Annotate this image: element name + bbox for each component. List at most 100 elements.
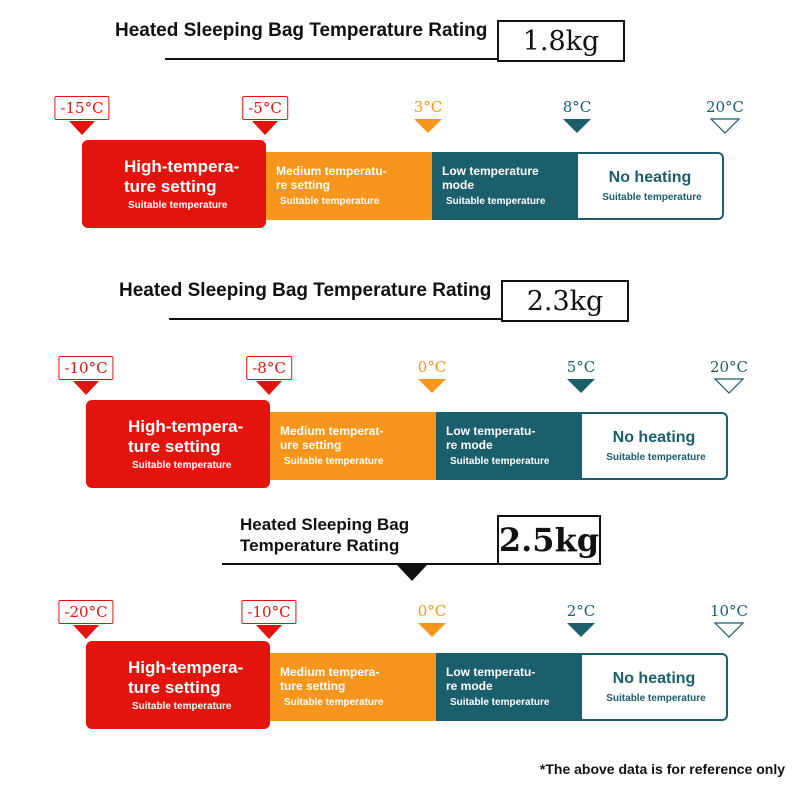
temperature-segment: Medium temperat-ure setting Suitable temp…: [270, 412, 436, 480]
marker-arrow: [563, 119, 591, 133]
section-title: Heated Sleeping Bag: [240, 515, 410, 534]
temperature-marker: -10°C: [58, 356, 114, 380]
temperature-segment: High-tempera-ture setting Suitable temper…: [82, 140, 266, 228]
marker-arrow: [710, 118, 740, 134]
temperature-segment: No heating Suitable temperature: [582, 653, 728, 721]
segment-title-line: ture setting: [280, 678, 346, 693]
temperature-marker: 20°C: [709, 358, 749, 376]
segment-title: High-tempera-ture setting: [124, 157, 239, 196]
temperature-segment: Low temperature mode Suitable temperature: [432, 152, 578, 220]
weight-box: 1.8kg: [497, 20, 625, 62]
segment-title: High-tempera-ture setting: [128, 658, 243, 697]
temperature-marker: 8°C: [562, 98, 592, 116]
temperature-segment: Low temperatu-re mode Suitable temperatur…: [436, 653, 582, 721]
segment-subtitle: Suitable temperature: [606, 451, 706, 463]
segment-title: Low temperature mode: [442, 163, 568, 193]
temperature-segment: No heating Suitable temperature: [582, 412, 728, 480]
section-title: Heated Sleeping Bag Temperature Rating: [119, 280, 492, 301]
segment-title-line: ure setting: [280, 437, 342, 452]
segment-title-line: High-tempera-: [128, 657, 244, 677]
temperature-segment: No heating Suitable temperature: [578, 152, 724, 220]
segment-title-line: No heating: [612, 670, 696, 688]
marker-arrow: [714, 378, 744, 394]
temperature-marker: -15°C: [54, 96, 110, 120]
segment-subtitle: Suitable temperature: [284, 697, 384, 709]
segment-title: High-tempera-ture setting: [128, 417, 243, 456]
segment-title-line: Medium tempera-: [280, 664, 380, 679]
temperature-marker: 0°C: [417, 358, 447, 376]
marker-arrow: [397, 565, 427, 581]
marker-arrow: [567, 623, 595, 637]
segment-subtitle: Suitable temperature: [284, 456, 384, 468]
segment-title: No heating: [609, 169, 692, 187]
segment-title: Low temperatu-re mode: [446, 664, 572, 694]
segment-title-line: mode: [442, 177, 475, 192]
marker-arrow: [418, 623, 446, 637]
temperature-marker: 10°C: [709, 602, 749, 620]
segment-title-line: Low temperature: [442, 163, 539, 178]
temperature-segment: Medium temperatu-re setting Suitable temp…: [266, 152, 432, 220]
marker-arrow: [567, 379, 595, 393]
segment-title-line: re mode: [446, 678, 493, 693]
title-rule: [165, 58, 497, 60]
segment-title-line: re setting: [276, 177, 331, 192]
segment-subtitle: Suitable temperature: [450, 456, 550, 468]
segment-title-line: No heating: [608, 169, 692, 187]
segment-title: No heating: [613, 670, 696, 688]
segment-title-line: High-tempera-: [128, 416, 244, 436]
segment-subtitle: Suitable temperature: [280, 196, 380, 208]
segment-title-line: ture setting: [128, 677, 221, 697]
temperature-marker: -10°C: [241, 600, 297, 624]
segment-subtitle: Suitable temperature: [446, 196, 546, 208]
section-title: Temperature Rating: [240, 536, 400, 555]
segment-subtitle: Suitable temperature: [602, 191, 702, 203]
segment-title: Medium temperatu-re setting: [276, 163, 422, 193]
marker-arrow: [73, 625, 99, 639]
segment-title-line: High-tempera-: [124, 156, 240, 176]
marker-arrow: [414, 119, 442, 133]
temperature-segment: Low temperatu-re mode Suitable temperatur…: [436, 412, 582, 480]
section-title: Heated Sleeping Bag Temperature Rating: [115, 20, 488, 41]
weight-box: 2.3kg: [501, 280, 629, 322]
temperature-marker: 20°C: [705, 98, 745, 116]
temperature-segment: Medium tempera-ture setting Suitable temp…: [270, 653, 436, 721]
segment-title: Medium temperat-ure setting: [280, 423, 426, 453]
marker-arrow: [714, 622, 744, 638]
temperature-marker: 2°C: [566, 602, 596, 620]
segment-title-line: re mode: [446, 437, 493, 452]
segment-subtitle: Suitable temperature: [606, 692, 706, 704]
segment-title-line: Medium temperat-: [280, 423, 384, 438]
temperature-marker: 3°C: [413, 98, 443, 116]
segment-subtitle: Suitable temperature: [450, 697, 550, 709]
marker-arrow: [418, 379, 446, 393]
footnote: *The above data is for reference only: [539, 761, 785, 777]
marker-arrow: [256, 381, 282, 395]
temperature-marker: 5°C: [566, 358, 596, 376]
segment-subtitle: Suitable temperature: [132, 701, 232, 713]
segment-title-line: Medium temperatu-: [276, 163, 387, 178]
segment-title-line: ture setting: [128, 436, 221, 456]
temperature-marker: -5°C: [242, 96, 288, 120]
title-rule: [222, 563, 498, 565]
segment-title-line: Low temperatu-: [446, 664, 536, 679]
marker-arrow: [73, 381, 99, 395]
segment-title: No heating: [613, 429, 696, 447]
weight-box: 2.5kg: [497, 515, 601, 565]
marker-arrow: [256, 625, 282, 639]
temperature-marker: -20°C: [58, 600, 114, 624]
temperature-marker: -8°C: [246, 356, 292, 380]
segment-subtitle: Suitable temperature: [128, 200, 228, 212]
marker-arrow: [252, 121, 278, 135]
temperature-segment: High-tempera-ture setting Suitable temper…: [86, 641, 270, 729]
temperature-marker: 0°C: [417, 602, 447, 620]
title-rule: [169, 318, 501, 320]
segment-title: Low temperatu-re mode: [446, 423, 572, 453]
marker-arrow: [69, 121, 95, 135]
segment-subtitle: Suitable temperature: [132, 460, 232, 472]
temperature-segment: High-tempera-ture setting Suitable temper…: [86, 400, 270, 488]
segment-title-line: ture setting: [124, 176, 217, 196]
segment-title: Medium tempera-ture setting: [280, 664, 426, 694]
segment-title-line: Low temperatu-: [446, 423, 536, 438]
segment-title-line: No heating: [612, 429, 696, 447]
